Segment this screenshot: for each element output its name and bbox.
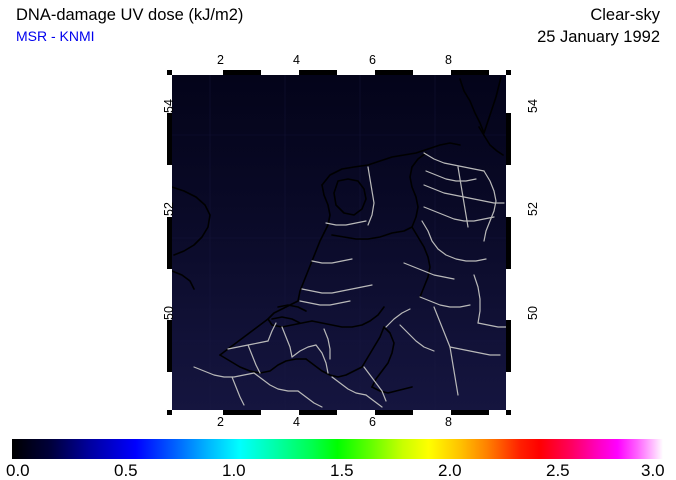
frame-tick-bottom-3	[337, 410, 375, 415]
page-title: DNA-damage UV dose (kJ/m2)	[16, 6, 244, 24]
axis-label-top-6: 6	[369, 53, 376, 67]
uv-dose-raster	[172, 75, 506, 410]
map-frame-right	[506, 70, 511, 415]
date-label: 25 January 1992	[537, 28, 660, 46]
axis-label-bottom-8: 8	[445, 415, 452, 429]
colorbar-tick-6: 3.0	[641, 461, 665, 480]
frame-tick-bottom-1	[172, 410, 223, 415]
frame-tick-top-4	[413, 70, 451, 75]
frame-tick-top-2	[261, 70, 299, 75]
frame-tick-right-2	[506, 165, 511, 217]
colorbar-tick-4: 2.0	[438, 461, 462, 480]
axis-label-left-52: 52	[162, 202, 176, 216]
axis-label-top-8: 8	[445, 53, 452, 67]
axis-label-top-2: 2	[217, 53, 224, 67]
map-panel	[167, 70, 511, 415]
frame-tick-bottom-2	[261, 410, 299, 415]
colorbar-panel: 0.0 0.5 1.0 1.5 2.0 2.5 3.0	[0, 437, 676, 480]
frame-tick-right-4	[506, 372, 511, 410]
axis-label-right-54: 54	[526, 99, 540, 113]
institute-label: MSR - KNMI	[16, 28, 95, 44]
frame-tick-left-2	[167, 165, 172, 217]
frame-tick-left-4	[167, 372, 172, 410]
axis-label-left-50: 50	[162, 306, 176, 320]
colorbar-tick-3: 1.5	[330, 461, 354, 480]
frame-tick-left-3	[167, 269, 172, 320]
administrative-borders	[193, 152, 506, 408]
axis-label-right-50: 50	[526, 306, 540, 320]
coastlines	[172, 76, 504, 394]
colorbar-gradient	[12, 439, 663, 459]
frame-tick-top-3	[337, 70, 375, 75]
sky-condition-label: Clear-sky	[590, 6, 660, 24]
graticule	[172, 75, 506, 410]
colorbar-tick-1: 0.5	[114, 461, 138, 480]
frame-tick-bottom-4	[413, 410, 451, 415]
frame-tick-right-1	[506, 75, 511, 113]
frame-tick-top-1	[172, 70, 223, 75]
frame-tick-right-3	[506, 269, 511, 320]
map-frame-left	[167, 70, 172, 415]
axis-label-top-4: 4	[293, 53, 300, 67]
colorbar-tick-2: 1.0	[222, 461, 246, 480]
colorbar-tick-5: 2.5	[546, 461, 570, 480]
frame-tick-left-1	[167, 75, 172, 113]
axis-label-bottom-6: 6	[369, 415, 376, 429]
axis-label-right-52: 52	[526, 202, 540, 216]
frame-tick-bottom-5	[489, 410, 506, 415]
map-overlay-vectors	[172, 75, 506, 410]
axis-label-bottom-2: 2	[217, 415, 224, 429]
axis-label-bottom-4: 4	[293, 415, 300, 429]
colorbar-tick-0: 0.0	[6, 461, 30, 480]
axis-label-left-54: 54	[162, 99, 176, 113]
frame-tick-top-5	[489, 70, 506, 75]
